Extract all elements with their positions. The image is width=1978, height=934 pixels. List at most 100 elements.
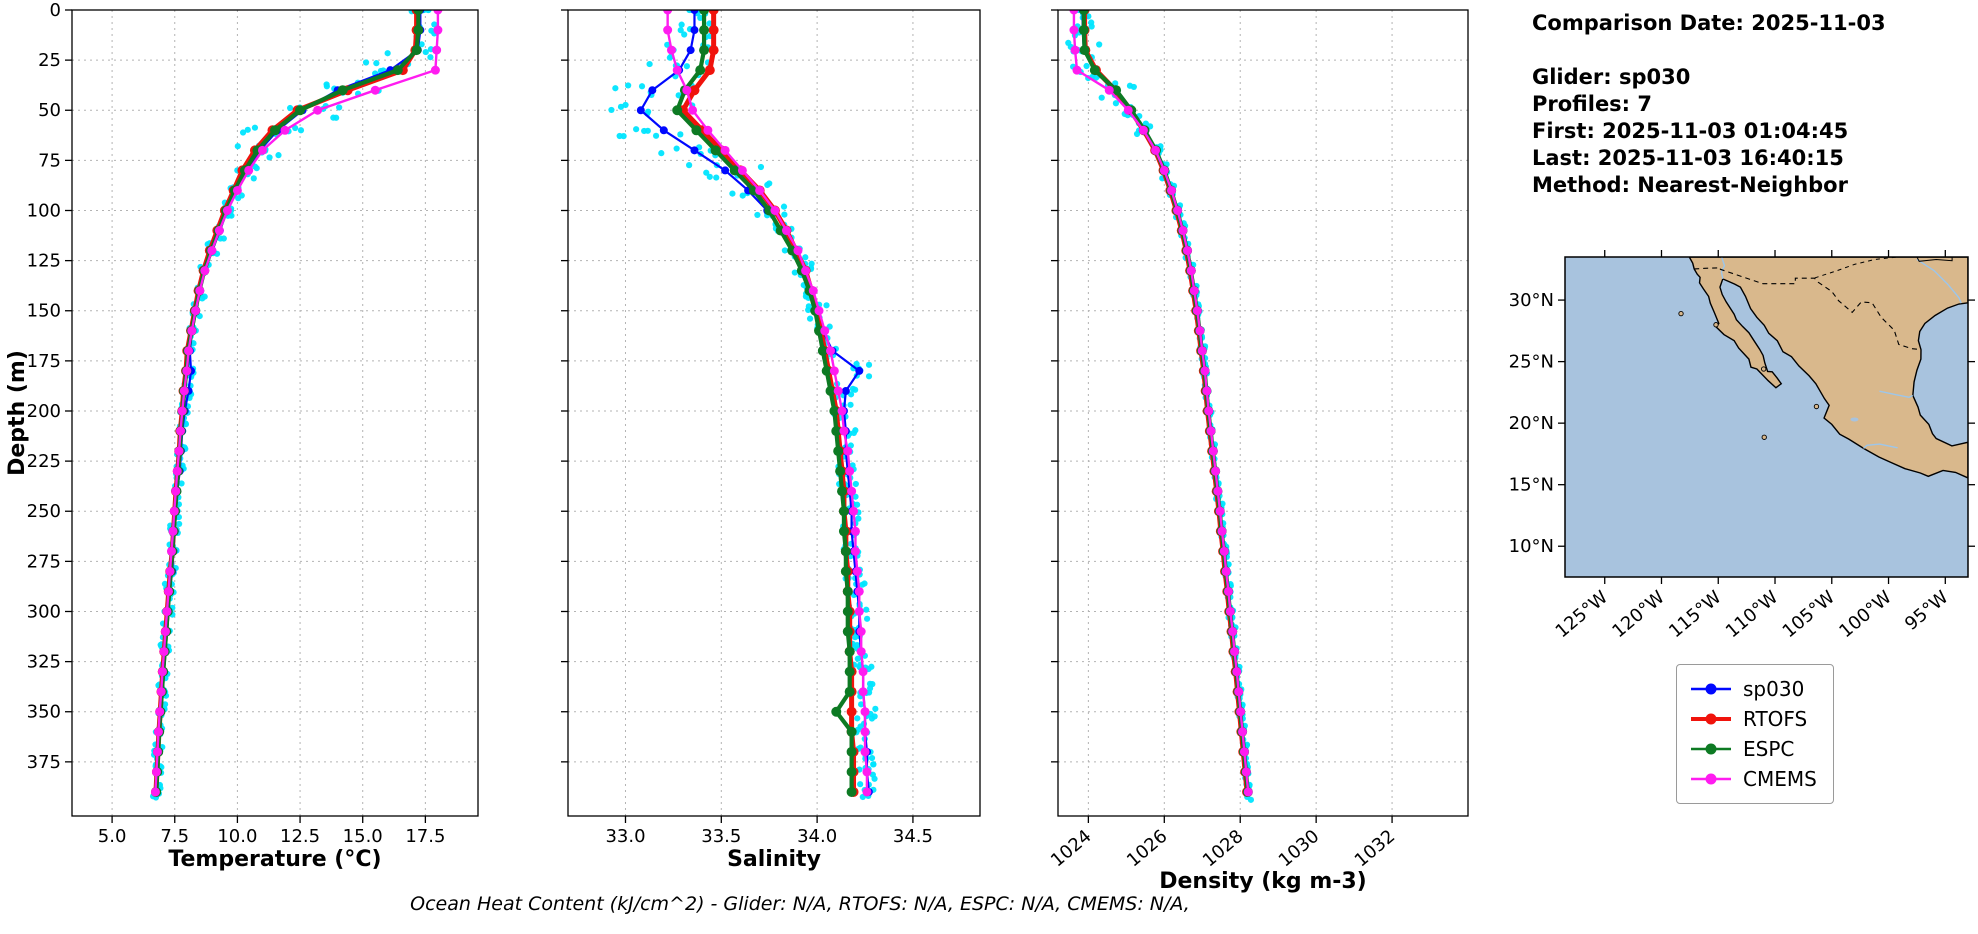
series-CMEMS — [663, 10, 872, 797]
svg-text:175: 175 — [27, 351, 61, 372]
northern-boundary-line — [1916, 257, 1953, 262]
svg-text:1032: 1032 — [1351, 826, 1400, 872]
island — [1713, 322, 1719, 328]
y-axis-label: Depth (m) — [5, 350, 30, 476]
svg-text:34.5: 34.5 — [893, 826, 933, 847]
svg-text:350: 350 — [27, 702, 61, 723]
island — [1761, 366, 1767, 372]
river — [1720, 257, 1726, 280]
svg-text:7.5: 7.5 — [160, 826, 189, 847]
svg-text:110°W: 110°W — [1722, 587, 1783, 643]
series-group — [608, 10, 879, 801]
svg-text:95°W: 95°W — [1901, 587, 1953, 635]
x-axis-label: Salinity — [727, 847, 821, 872]
method-text: Method: Nearest-Neighbor — [1532, 173, 1848, 197]
grid — [1058, 9, 1468, 816]
svg-text:15.0: 15.0 — [343, 826, 383, 847]
svg-text:300: 300 — [27, 601, 61, 622]
svg-text:25°N: 25°N — [1509, 352, 1554, 373]
series-group — [149, 10, 443, 801]
svg-text:115°W: 115°W — [1665, 587, 1726, 643]
plot-background — [1058, 10, 1468, 816]
svg-text:25: 25 — [38, 50, 61, 71]
svg-text:100: 100 — [27, 200, 61, 221]
legend-line-sample — [1691, 743, 1731, 755]
series-CMEMS — [1069, 10, 1253, 797]
svg-text:150: 150 — [27, 301, 61, 322]
x-axis-label: Density (kg m-3) — [1159, 869, 1367, 894]
temperature-panel: 5.0 7.5 10.0 12.5 15.0 17.5 0 25 50 75 100 125 150 17… — [27, 0, 479, 872]
profiles-count-text: Profiles: 7 — [1532, 92, 1653, 116]
svg-text:105°W: 105°W — [1779, 587, 1840, 643]
comparison-date-text: Comparison Date: 2025-11-03 — [1532, 11, 1886, 35]
svg-text:30°N: 30°N — [1509, 290, 1554, 311]
legend-label: CMEMS — [1743, 767, 1817, 791]
svg-text:33.0: 33.0 — [605, 826, 645, 847]
svg-text:1024: 1024 — [1047, 826, 1096, 872]
legend-label: RTOFS — [1743, 707, 1808, 731]
svg-text:50: 50 — [38, 100, 61, 121]
svg-text:375: 375 — [27, 752, 61, 773]
legend-line-sample — [1691, 683, 1731, 695]
info-panel: Comparison Date: 2025-11-03 Glider: sp03… — [1532, 10, 1886, 199]
legend-entry-sp030: sp030 — [1689, 674, 1817, 704]
svg-text:225: 225 — [27, 451, 61, 472]
svg-text:12.5: 12.5 — [280, 826, 320, 847]
plot-background — [568, 10, 980, 816]
svg-text:250: 250 — [27, 501, 61, 522]
legend-label: sp030 — [1743, 677, 1805, 701]
plot-background — [72, 10, 478, 816]
svg-text:10.0: 10.0 — [217, 826, 257, 847]
ocean-heat-content-caption: Ocean Heat Content (kJ/cm^2) - Glider: N… — [410, 893, 1190, 915]
legend-label: ESPC — [1743, 737, 1795, 761]
svg-text:325: 325 — [27, 652, 61, 673]
spacer-line — [1532, 37, 1886, 64]
tick-labels: 5.0 7.5 10.0 12.5 15.0 17.5 0 25 50 75 100 125 150 17… — [27, 0, 446, 847]
svg-text:34.0: 34.0 — [797, 826, 837, 847]
svg-text:10°N: 10°N — [1509, 536, 1554, 557]
legend-line-sample — [1691, 773, 1731, 785]
river — [1863, 443, 1898, 449]
land-coastline — [1688, 257, 1968, 479]
svg-text:5.0: 5.0 — [98, 826, 127, 847]
location-map: 30°N 25°N 20°N 15°N 10°N 125°W120°W115°W110°W… — [1509, 250, 1975, 642]
river — [1916, 258, 1962, 304]
us-mexico-border — [1694, 267, 1922, 351]
legend-entry-espc: ESPC — [1689, 734, 1817, 764]
salinity-panel: 33.0 33.5 34.0 34.5 Salinity — [561, 9, 981, 872]
lake — [1850, 417, 1859, 422]
tick-labels: 33.0 33.5 34.0 34.5 — [561, 9, 933, 847]
legend-entry-rtofs: RTOFS — [1689, 704, 1817, 734]
svg-text:125: 125 — [27, 251, 61, 272]
svg-text:0: 0 — [50, 0, 61, 21]
svg-text:20°N: 20°N — [1509, 413, 1554, 434]
island — [1678, 310, 1684, 317]
island — [1761, 434, 1767, 440]
legend-line-sample — [1691, 713, 1731, 725]
axes-frame — [71, 9, 479, 817]
map-frame — [1564, 256, 1969, 578]
svg-text:15°N: 15°N — [1509, 475, 1554, 496]
legend: sp030 RTOFS ESPC CMEMS — [1676, 664, 1834, 804]
grid — [568, 9, 980, 816]
last-time-text: Last: 2025-11-03 16:40:15 — [1532, 146, 1844, 170]
axes-frame — [567, 9, 981, 817]
x-axis-label: Temperature (°C) — [168, 847, 381, 872]
svg-text:275: 275 — [27, 551, 61, 572]
axes-frame — [1057, 9, 1469, 817]
svg-text:1030: 1030 — [1275, 826, 1324, 872]
svg-text:17.5: 17.5 — [405, 826, 445, 847]
series-CMEMS — [150, 10, 443, 797]
svg-text:200: 200 — [27, 401, 61, 422]
svg-text:75: 75 — [38, 150, 61, 171]
river — [1879, 390, 1914, 399]
state-boundary — [1814, 257, 1898, 279]
first-time-text: First: 2025-11-03 01:04:45 — [1532, 119, 1849, 143]
legend-entry-cmems: CMEMS — [1689, 764, 1817, 794]
svg-text:125°W: 125°W — [1552, 587, 1613, 643]
svg-text:120°W: 120°W — [1608, 587, 1669, 643]
series-group — [1065, 10, 1255, 803]
svg-text:33.5: 33.5 — [701, 826, 741, 847]
